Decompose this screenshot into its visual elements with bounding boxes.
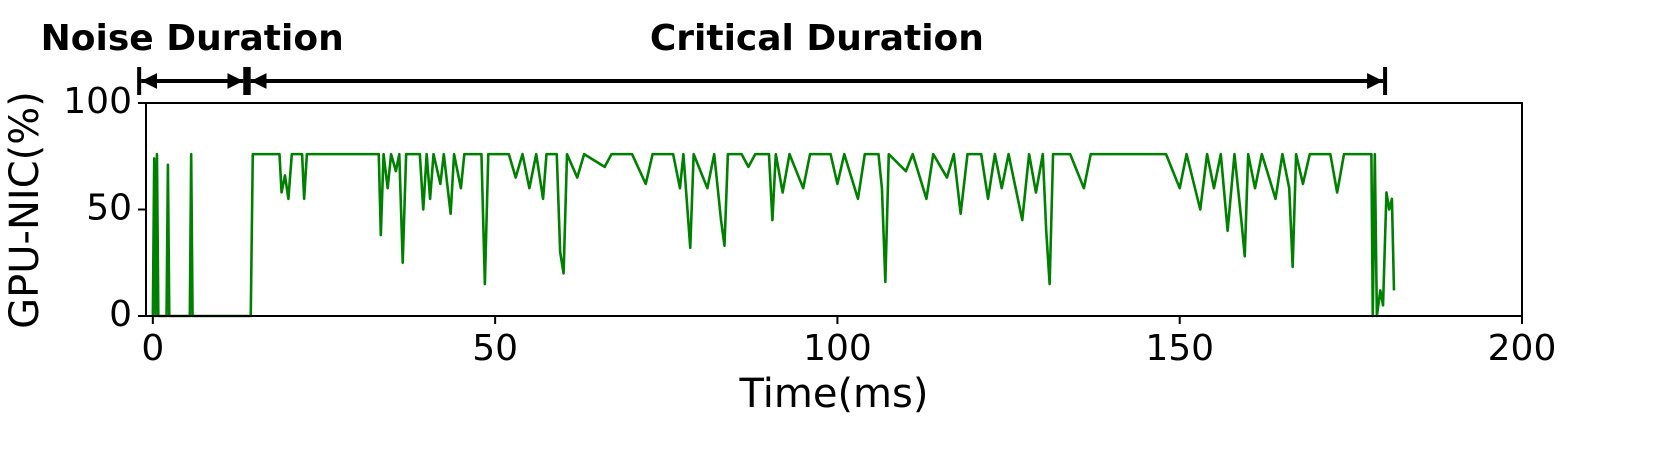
data-line	[151, 152, 1396, 318]
annotation-label: Noise Duration	[41, 18, 344, 59]
y-tick-label: 0	[109, 294, 132, 335]
x-tick-label: 100	[803, 328, 872, 369]
x-tick-label: 150	[1145, 328, 1214, 369]
x-tick-label: 0	[141, 328, 164, 369]
y-axis-label: GPU-NIC(%)	[2, 91, 48, 329]
x-tick-label: 200	[1488, 328, 1557, 369]
x-axis-label: Time(ms)	[739, 371, 929, 417]
y-tick-label: 50	[86, 188, 132, 229]
y-tick-label: 100	[63, 81, 132, 122]
annotation-label: Critical Duration	[650, 18, 984, 59]
x-tick-label: 50	[472, 328, 518, 369]
plot-frame	[145, 102, 1523, 317]
